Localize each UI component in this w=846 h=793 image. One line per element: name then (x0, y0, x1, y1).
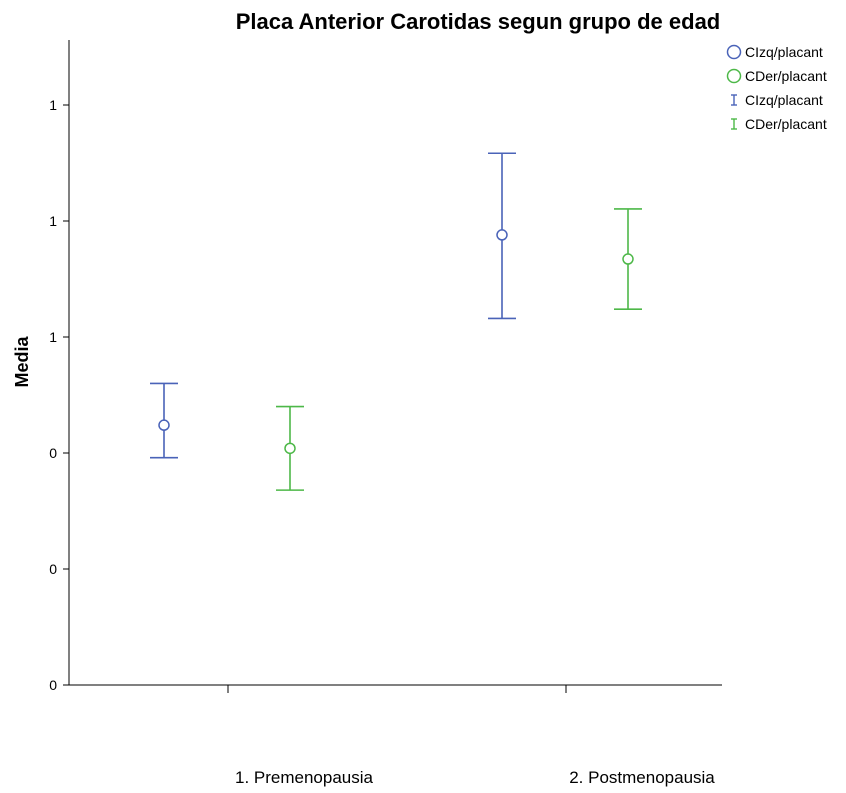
y-tick-label: 1 (49, 97, 57, 113)
legend-label: CIzq/placant (745, 44, 823, 60)
legend-label: CDer/placant (745, 116, 827, 132)
y-tick-label: 1 (49, 213, 57, 229)
legend-label: CDer/placant (745, 68, 827, 84)
mean-point (158, 419, 170, 431)
y-tick-label: 1 (49, 329, 57, 345)
x-axis-ticks: 1. Premenopausia 2. Postmenopausia (227, 685, 715, 787)
x-category-label: 1. Premenopausia (235, 768, 374, 787)
x-category-label: 2. Postmenopausia (569, 768, 715, 787)
plot-area (150, 152, 642, 491)
chart-title: Placa Anterior Carotidas segun grupo de … (236, 9, 721, 34)
mean-point (284, 442, 296, 455)
y-tick-label: 0 (49, 561, 57, 577)
y-tick-label: 0 (49, 445, 57, 461)
y-tick-label: 0 (49, 677, 57, 693)
legend-circle-marker (726, 68, 742, 84)
legend: CIzq/placant CDer/placant CIzq/placant CDer… (726, 44, 827, 132)
legend-label: CIzq/placant (745, 92, 823, 108)
y-axis-label: Media (12, 336, 32, 388)
y-axis-ticks: 0 0 0 1 1 1 (49, 97, 69, 693)
legend-circle-marker (726, 44, 742, 60)
mean-point (496, 229, 508, 241)
mean-point (622, 253, 634, 265)
